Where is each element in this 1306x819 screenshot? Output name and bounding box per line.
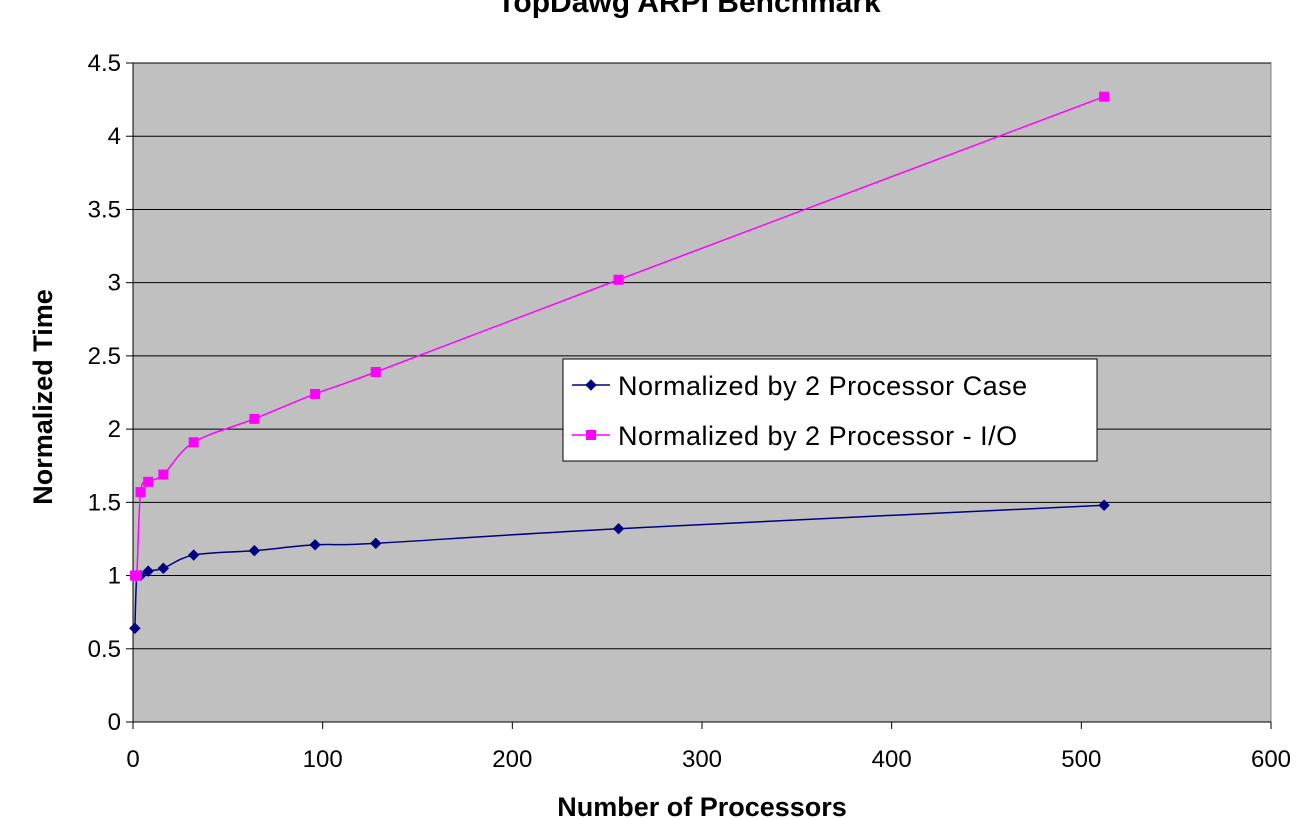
y-tick-label: 3.5 [88,196,121,223]
data-point [157,562,170,574]
series-layer [129,91,1110,634]
legend-label: Normalized by 2 Processor Case [618,371,1028,401]
legend-item-1: Normalized by 2 Processor - I/O [572,421,1018,451]
data-point [370,537,382,550]
x-tick-label: 500 [1061,746,1101,773]
y-tick-label: 4 [108,123,121,150]
series-1 [129,91,1110,583]
legend-marker [586,430,596,440]
data-point [187,549,200,561]
data-point [129,622,141,634]
x-tick-label: 0 [126,746,139,773]
data-point [612,522,625,535]
x-axis-title: Number of Processors [557,792,847,819]
data-point [309,539,321,551]
data-point [131,570,142,581]
x-tick-label: 400 [872,746,912,773]
y-tick-label: 1 [108,563,121,590]
x-tick-label: 100 [303,746,343,773]
data-point [613,274,624,285]
data-point [143,476,154,487]
data-point [135,487,146,498]
y-axis-title: Normalized Time [28,289,58,505]
y-tick-label: 1.5 [88,489,121,516]
y-tick-label: 2.5 [88,343,121,370]
data-point [158,469,169,480]
data-point [310,388,321,399]
legend: Normalized by 2 Processor Case Normalized… [562,358,1098,462]
legend-marker [585,379,597,391]
data-point [248,544,261,557]
y-tick-label: 2 [108,416,121,443]
chart-title: TopDawg ARPI Benchmark [497,0,881,19]
data-point [1099,91,1110,102]
data-point [1098,499,1110,511]
x-tick-label: 200 [492,746,532,773]
data-point [370,366,381,377]
grid-lines [133,62,1271,650]
x-tick-label: 300 [682,746,722,773]
y-tick-label: 3 [108,270,121,297]
data-point [188,437,199,448]
legend-box [562,358,1098,462]
legend-label: Normalized by 2 Processor - I/O [618,421,1018,451]
legend-item-0: Normalized by 2 Processor Case [572,371,1028,401]
axes: 0 0.5 1 1.5 2 2.5 3 3.5 4 4.5 0 100 200 300 400 500 600 [88,50,1291,773]
y-tick-label: 0 [108,709,121,736]
data-point [142,565,154,577]
y-tick-label: 0.5 [88,636,121,663]
data-point [249,413,260,424]
y-tick-label: 4.5 [88,50,121,77]
x-tick-label: 600 [1251,746,1291,773]
